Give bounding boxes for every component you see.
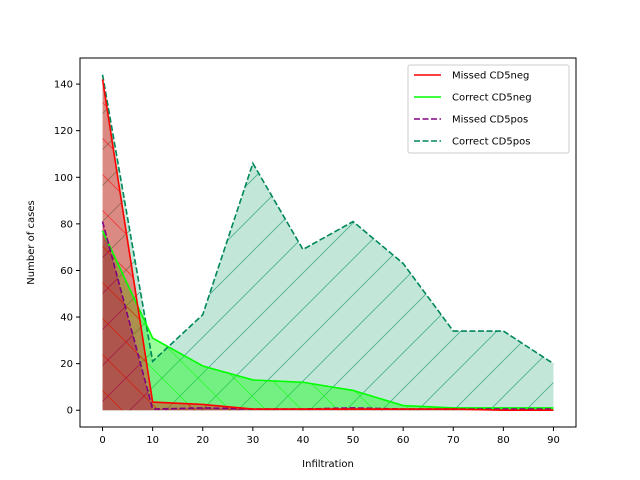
legend-label-missed-cd5pos: Missed CD5pos	[452, 115, 528, 126]
line-correct-cd5neg	[101, 230, 554, 409]
y-tick-label: 100	[54, 173, 73, 184]
y-axis-label: Number of cases	[26, 200, 37, 284]
x-tick-label: 90	[547, 435, 560, 446]
x-tick-label: 0	[99, 435, 105, 446]
hatch-correct-cd5pos	[102, 74, 554, 411]
plot-area	[101, 74, 554, 412]
y-tick-label: 20	[60, 359, 73, 370]
y-axis: 0 20 40 60 80 100 120 140	[54, 80, 80, 417]
line-correct-cd5pos	[101, 74, 554, 365]
y-tick-label: 40	[60, 313, 73, 324]
legend-label-correct-cd5pos: Correct CD5pos	[452, 137, 530, 148]
line-missed-cd5neg	[101, 79, 554, 412]
x-tick-label: 40	[297, 435, 310, 446]
x-tick-label: 30	[246, 435, 259, 446]
y-tick-label: 60	[60, 266, 73, 277]
x-tick-label: 60	[397, 435, 410, 446]
x-tick-label: 80	[497, 435, 510, 446]
x-axis-label: Infiltration	[302, 459, 354, 470]
x-tick-label: 10	[146, 435, 159, 446]
y-tick-label: 0	[67, 406, 73, 417]
hatch-missed-cd5neg	[102, 79, 554, 411]
plot-frame	[79, 57, 577, 428]
legend-label-missed-cd5neg: Missed CD5neg	[452, 71, 529, 82]
legend: Missed CD5neg Correct CD5neg Missed CD5pos…	[407, 64, 570, 154]
y-tick-label: 80	[60, 219, 73, 230]
x-tick-label: 50	[347, 435, 360, 446]
x-tick-label: 70	[447, 435, 460, 446]
y-tick-label: 140	[54, 80, 73, 91]
legend-box	[407, 64, 570, 154]
legend-label-correct-cd5neg: Correct CD5neg	[452, 93, 532, 104]
x-axis: 0 10 20 30 40 50 60 70 80 90	[99, 427, 560, 446]
x-tick-label: 20	[196, 435, 209, 446]
y-tick-label: 120	[54, 126, 73, 137]
